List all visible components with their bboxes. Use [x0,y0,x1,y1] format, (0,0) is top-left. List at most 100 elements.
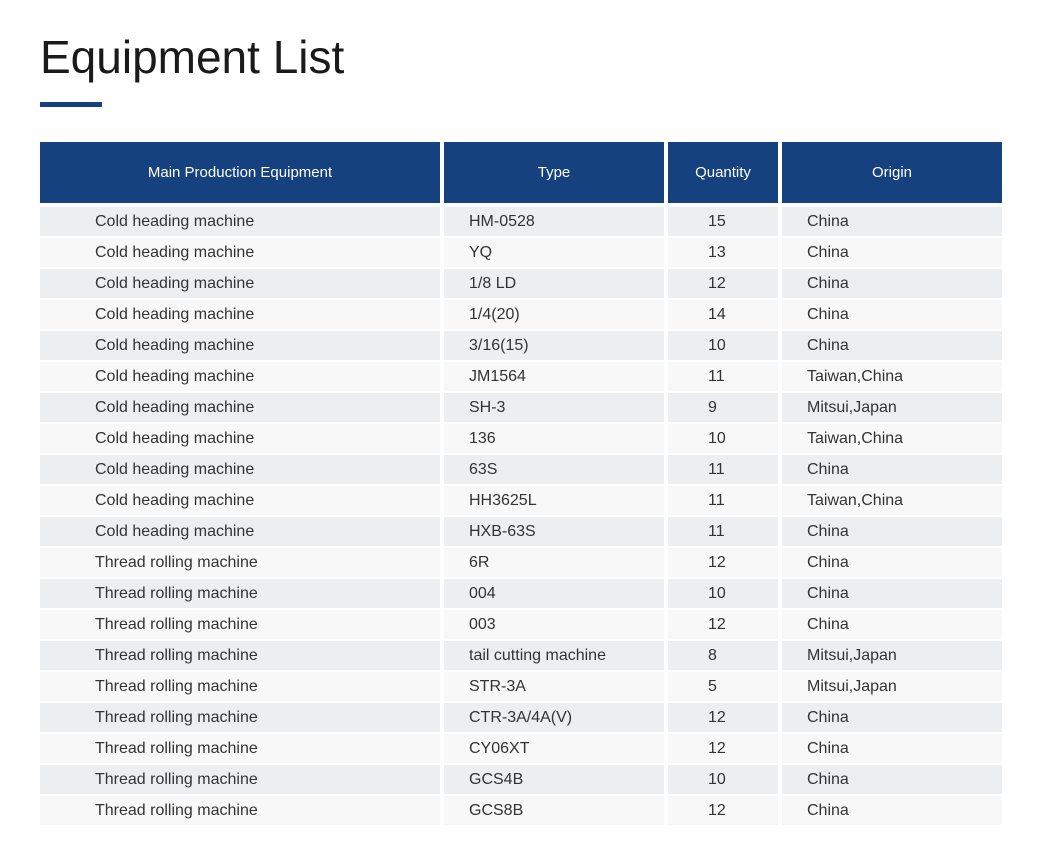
table-row: Thread rolling machine6R12China [40,548,1020,577]
cell-origin: China [782,300,1002,329]
cell-type: 136 [444,424,664,453]
cell-type: tail cutting machine [444,641,664,670]
cell-origin: China [782,269,1002,298]
cell-quantity: 12 [668,796,778,825]
cell-quantity: 15 [668,207,778,236]
cell-quantity: 11 [668,455,778,484]
cell-origin: China [782,579,1002,608]
table-row: Cold heading machineHXB-63S11China [40,517,1020,546]
header-quantity: Quantity [668,142,778,203]
cell-type: 1/8 LD [444,269,664,298]
header-type: Type [444,142,664,203]
cell-origin: China [782,610,1002,639]
cell-equipment: Thread rolling machine [40,796,440,825]
page-title: Equipment List [40,30,1020,84]
equipment-table: Main Production Equipment Type Quantity … [40,142,1020,825]
cell-origin: China [782,455,1002,484]
table-row: Cold heading machine3/16(15)10China [40,331,1020,360]
table-row: Cold heading machineYQ13China [40,238,1020,267]
table-row: Cold heading machine13610Taiwan,China [40,424,1020,453]
cell-equipment: Cold heading machine [40,207,440,236]
cell-quantity: 13 [668,238,778,267]
cell-type: HXB-63S [444,517,664,546]
cell-origin: China [782,207,1002,236]
cell-origin: China [782,331,1002,360]
cell-equipment: Thread rolling machine [40,641,440,670]
cell-equipment: Thread rolling machine [40,734,440,763]
table-row: Thread rolling machine00410China [40,579,1020,608]
cell-equipment: Cold heading machine [40,424,440,453]
cell-type: GCS4B [444,765,664,794]
cell-equipment: Cold heading machine [40,486,440,515]
cell-quantity: 10 [668,424,778,453]
cell-origin: Taiwan,China [782,424,1002,453]
cell-quantity: 14 [668,300,778,329]
cell-equipment: Thread rolling machine [40,548,440,577]
cell-quantity: 5 [668,672,778,701]
cell-type: 1/4(20) [444,300,664,329]
cell-type: CTR-3A/4A(V) [444,703,664,732]
table-row: Thread rolling machineSTR-3A5Mitsui,Japa… [40,672,1020,701]
cell-origin: China [782,734,1002,763]
header-equipment: Main Production Equipment [40,142,440,203]
cell-equipment: Cold heading machine [40,517,440,546]
cell-equipment: Cold heading machine [40,331,440,360]
cell-equipment: Thread rolling machine [40,765,440,794]
header-origin: Origin [782,142,1002,203]
table-row: Cold heading machine63S11China [40,455,1020,484]
cell-origin: China [782,796,1002,825]
cell-type: HH3625L [444,486,664,515]
cell-type: 004 [444,579,664,608]
table-row: Thread rolling machineGCS8B12China [40,796,1020,825]
table-row: Cold heading machineHM-052815China [40,207,1020,236]
cell-quantity: 12 [668,548,778,577]
cell-quantity: 11 [668,486,778,515]
table-row: Thread rolling machineCTR-3A/4A(V)12Chin… [40,703,1020,732]
table-row: Cold heading machine1/4(20)14China [40,300,1020,329]
cell-origin: Taiwan,China [782,362,1002,391]
cell-type: 3/16(15) [444,331,664,360]
cell-type: 003 [444,610,664,639]
cell-origin: Mitsui,Japan [782,393,1002,422]
cell-type: YQ [444,238,664,267]
table-body: Cold heading machineHM-052815ChinaCold h… [40,207,1020,825]
cell-quantity: 10 [668,331,778,360]
cell-type: 63S [444,455,664,484]
cell-origin: China [782,703,1002,732]
cell-equipment: Cold heading machine [40,362,440,391]
cell-quantity: 9 [668,393,778,422]
cell-origin: China [782,238,1002,267]
table-row: Thread rolling machineCY06XT12China [40,734,1020,763]
table-row: Cold heading machineHH3625L11Taiwan,Chin… [40,486,1020,515]
table-header-row: Main Production Equipment Type Quantity … [40,142,1020,203]
table-row: Cold heading machineJM156411Taiwan,China [40,362,1020,391]
cell-quantity: 11 [668,517,778,546]
cell-origin: Mitsui,Japan [782,641,1002,670]
cell-type: HM-0528 [444,207,664,236]
cell-origin: China [782,517,1002,546]
cell-equipment: Thread rolling machine [40,610,440,639]
cell-quantity: 10 [668,765,778,794]
cell-quantity: 12 [668,269,778,298]
cell-type: STR-3A [444,672,664,701]
cell-type: GCS8B [444,796,664,825]
cell-origin: China [782,765,1002,794]
cell-origin: Taiwan,China [782,486,1002,515]
cell-type: CY06XT [444,734,664,763]
cell-quantity: 12 [668,734,778,763]
cell-quantity: 10 [668,579,778,608]
cell-type: JM1564 [444,362,664,391]
cell-equipment: Cold heading machine [40,455,440,484]
cell-equipment: Thread rolling machine [40,703,440,732]
table-row: Thread rolling machinetail cutting machi… [40,641,1020,670]
cell-equipment: Cold heading machine [40,269,440,298]
cell-quantity: 11 [668,362,778,391]
cell-equipment: Thread rolling machine [40,672,440,701]
cell-equipment: Cold heading machine [40,300,440,329]
title-underline [40,102,102,107]
table-row: Thread rolling machine00312China [40,610,1020,639]
cell-type: 6R [444,548,664,577]
cell-origin: China [782,548,1002,577]
cell-quantity: 12 [668,610,778,639]
table-row: Cold heading machineSH-39Mitsui,Japan [40,393,1020,422]
